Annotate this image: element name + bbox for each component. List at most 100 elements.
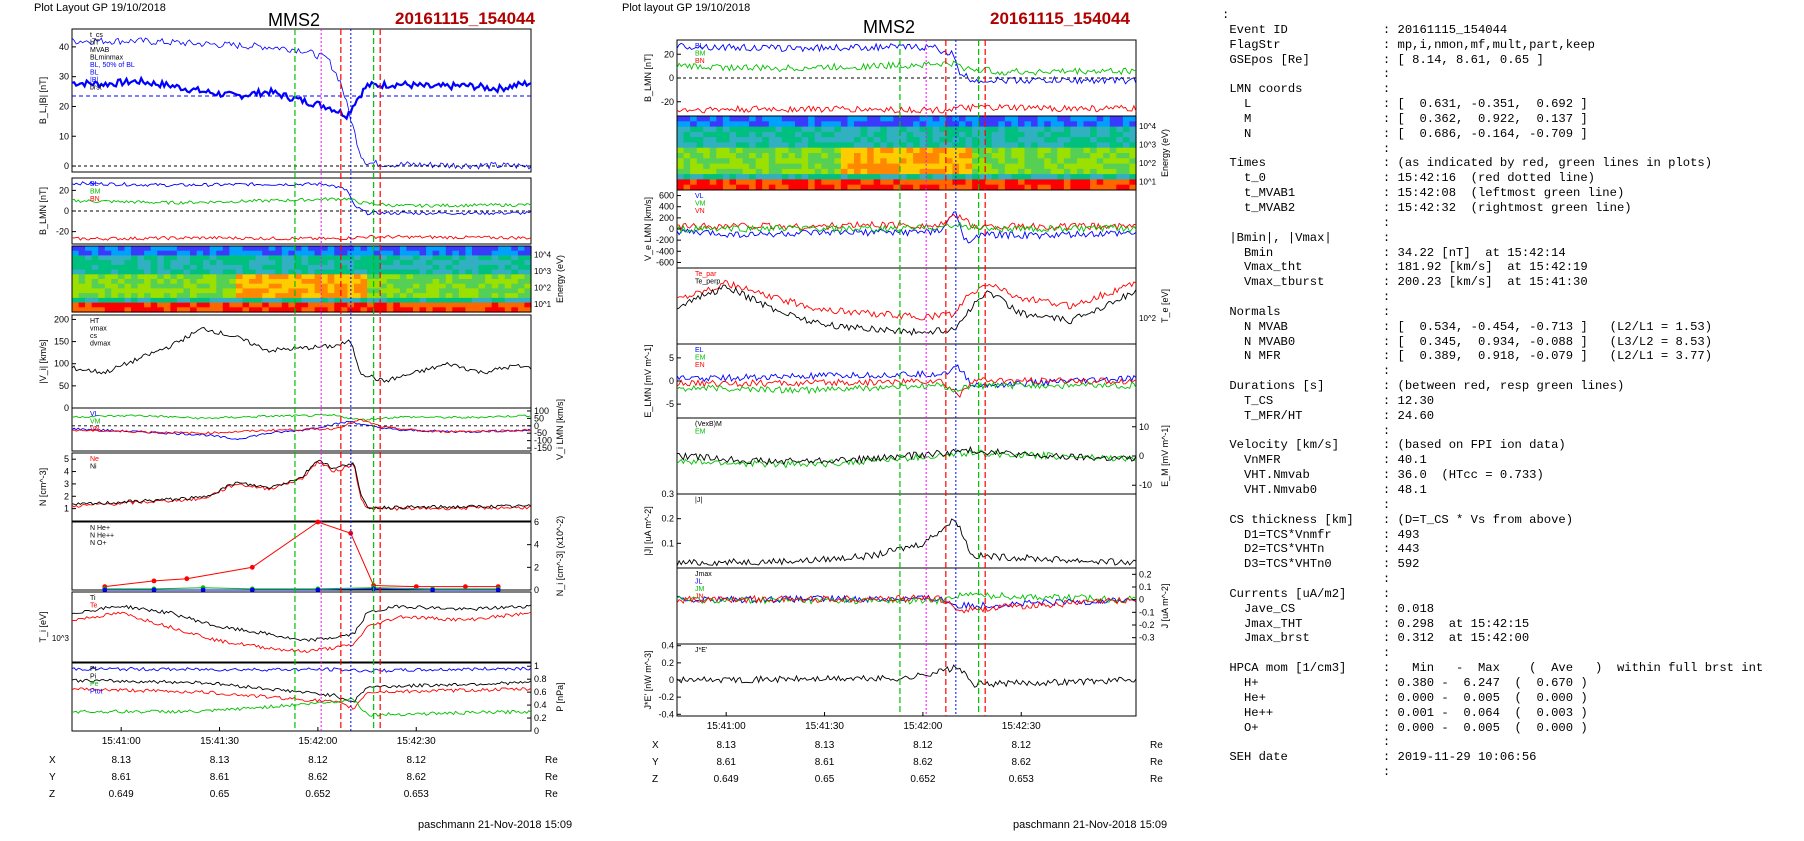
heatmap-cell — [880, 184, 888, 191]
heatmap-cell — [78, 302, 86, 308]
heatmap-cell — [1044, 137, 1052, 143]
heatmap-cell — [781, 158, 790, 165]
heatmap-cell — [478, 260, 486, 266]
heatmap-cell — [821, 137, 829, 143]
heatmap-cell — [742, 121, 750, 128]
heatmap-cell — [1129, 174, 1137, 180]
heatmap-cell — [1031, 126, 1039, 133]
heatmap-cell — [150, 293, 158, 299]
heatmap-cell — [814, 168, 822, 175]
heatmap-cell — [913, 168, 921, 175]
heatmap-cell — [190, 260, 198, 266]
y-tick-label: 200 — [54, 314, 69, 324]
heatmap-cell — [827, 116, 835, 122]
x-tick-label: 15:42:30 — [397, 736, 436, 747]
heatmap-cell — [163, 293, 171, 299]
heatmap-cell — [406, 255, 414, 261]
heatmap-cell — [749, 116, 757, 122]
heatmap-cell — [867, 184, 875, 191]
heatmap-cell — [229, 246, 237, 252]
heatmap-cell — [321, 255, 329, 261]
heatmap-cell — [1116, 126, 1124, 133]
y-tick-label: 10^2 — [1139, 159, 1157, 168]
legend-entry: EN — [695, 362, 705, 369]
heatmap-cell — [144, 302, 152, 308]
heatmap-cell — [478, 246, 486, 252]
heatmap-cell — [190, 255, 198, 261]
y-tick-label: 0 — [534, 726, 539, 736]
heatmap-cell — [78, 269, 86, 275]
heatmap-cell — [301, 302, 309, 308]
heatmap-cell — [183, 260, 191, 266]
heatmap-cell — [229, 260, 237, 266]
heatmap-cell — [1096, 179, 1104, 186]
heatmap-cell — [795, 142, 803, 149]
heatmap-cell — [959, 158, 967, 165]
heatmap-cell — [432, 302, 440, 308]
y-tick-label: -20 — [56, 227, 69, 237]
heatmap-cell — [176, 307, 185, 313]
heatmap-cell — [854, 168, 862, 175]
heatmap-cell — [677, 131, 685, 138]
heatmap-cell — [801, 147, 809, 154]
heatmap-cell — [491, 246, 499, 252]
heatmap-cell — [1050, 153, 1058, 159]
heatmap-cell — [301, 274, 309, 280]
heatmap-cell — [203, 269, 211, 275]
heatmap-cell — [327, 307, 335, 313]
heatmap-cell — [683, 174, 691, 180]
heatmap-cell — [275, 297, 283, 304]
heatmap-cell — [932, 137, 940, 143]
heatmap-cell — [150, 246, 158, 252]
heatmap-cell — [517, 250, 526, 256]
heatmap-cell — [131, 269, 139, 275]
heatmap-cell — [485, 250, 493, 256]
heatmap-cell — [517, 269, 526, 275]
heatmap-cell — [677, 163, 685, 170]
heatmap-cell — [426, 279, 434, 285]
heatmap-cell — [945, 174, 953, 180]
heatmap-cell — [137, 255, 145, 261]
heatmap-cell — [216, 250, 224, 256]
heatmap-cell — [880, 131, 888, 138]
heatmap-cell — [972, 121, 980, 128]
heatmap-cell — [1122, 147, 1131, 154]
heatmap-cell — [840, 168, 849, 175]
heatmap-cell — [249, 250, 257, 256]
heatmap-cell — [690, 174, 698, 180]
heatmap-cell — [959, 153, 967, 159]
heatmap-cell — [517, 307, 526, 313]
heatmap-cell — [504, 293, 512, 299]
heatmap-cell — [1083, 121, 1091, 128]
heatmap-cell — [1077, 179, 1085, 186]
heatmap-cell — [722, 142, 731, 149]
heatmap-cell — [762, 147, 770, 154]
heatmap-cell — [426, 250, 434, 256]
heatmap-cell — [458, 288, 467, 294]
y-tick-label: -5 — [666, 399, 674, 409]
heatmap-cell — [131, 307, 139, 313]
heatmap-cell — [458, 302, 467, 308]
heatmap-cell — [104, 264, 112, 271]
heatmap-cell — [367, 302, 375, 308]
heatmap-cell — [814, 121, 822, 128]
heatmap-cell — [98, 288, 106, 294]
heatmap-cell — [327, 297, 335, 304]
heatmap-cell — [801, 137, 809, 143]
heatmap-cell — [472, 255, 480, 261]
heatmap-cell — [1031, 131, 1039, 138]
y-tick-label: 0.8 — [534, 674, 547, 684]
heatmap-cell — [235, 307, 244, 313]
heatmap-cell — [124, 288, 132, 294]
heatmap-cell — [111, 274, 119, 280]
heatmap-cell — [504, 269, 512, 275]
heatmap-cell — [926, 142, 934, 149]
heatmap-cell — [91, 255, 99, 261]
heatmap-cell — [742, 179, 750, 186]
heatmap-cell — [1109, 121, 1117, 128]
heatmap-cell — [294, 264, 303, 271]
heatmap-cell — [886, 179, 894, 186]
series-BL — [71, 37, 532, 170]
heatmap-cell — [1018, 174, 1026, 180]
heatmap-cell — [939, 142, 947, 149]
